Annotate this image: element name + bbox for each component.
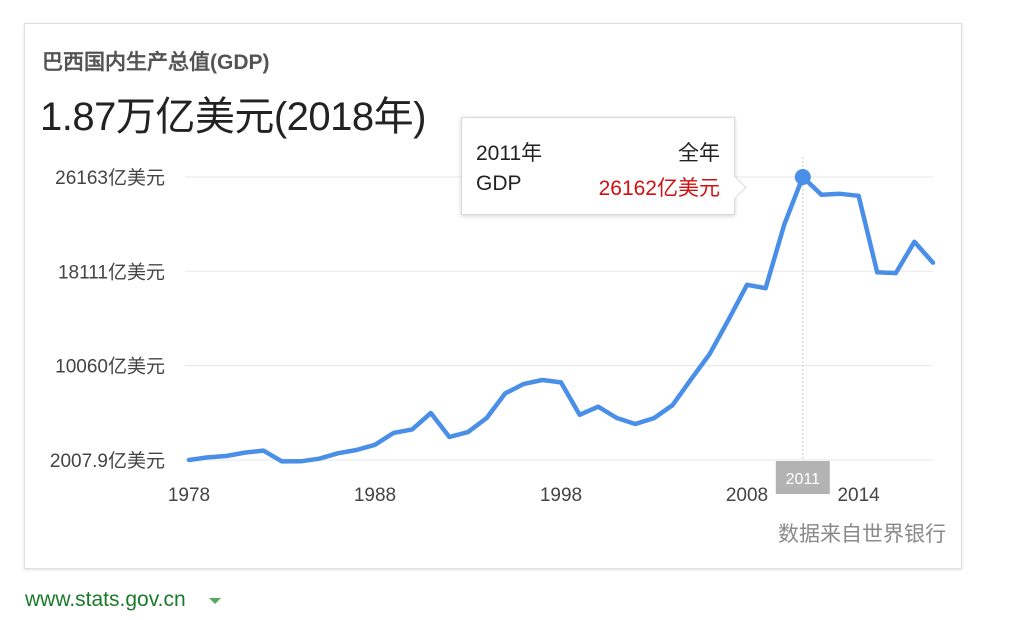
caret-down-icon[interactable] [209, 598, 221, 604]
highlight-year-badge [775, 461, 830, 494]
chart-subtitle: 巴西国内生产总值(GDP) [42, 51, 270, 74]
gdp-card: 巴西国内生产总值(GDP) 1.87万亿美元(2018年) 26163亿美元 18… [24, 23, 962, 569]
x-tick-label-1: 1988 [354, 485, 396, 506]
tooltip-year: 2011年 [476, 142, 543, 165]
x-tick-label-3: 2008 [726, 485, 768, 506]
tooltip-period: 全年 [678, 142, 720, 165]
highlight-year-label: 2011 [786, 471, 821, 488]
x-tick-label-4: 2014 [837, 485, 880, 506]
y-tick-label-3: 2007.9亿美元 [50, 450, 165, 472]
x-tick-label-0: 1978 [168, 485, 210, 506]
x-tick-label-2: 1998 [540, 485, 582, 506]
tooltip-value: 26162亿美元 [598, 177, 720, 200]
y-tick-label-0: 26163亿美元 [55, 167, 165, 189]
data-source-note: 数据来自世界银行 [778, 523, 946, 546]
tooltip-metric: GDP [476, 172, 522, 195]
y-tick-label-2: 10060亿美元 [55, 356, 165, 378]
chart-tooltip: 2011年 全年 GDP 26162亿美元 [461, 117, 747, 215]
y-tick-label-1: 18111亿美元 [58, 261, 165, 283]
gdp-series-line [186, 174, 936, 464]
highlight-point [794, 169, 811, 186]
source-link[interactable]: www.stats.gov.cn [25, 588, 186, 611]
headline-value: 1.87万亿美元(2018年) [40, 95, 426, 139]
